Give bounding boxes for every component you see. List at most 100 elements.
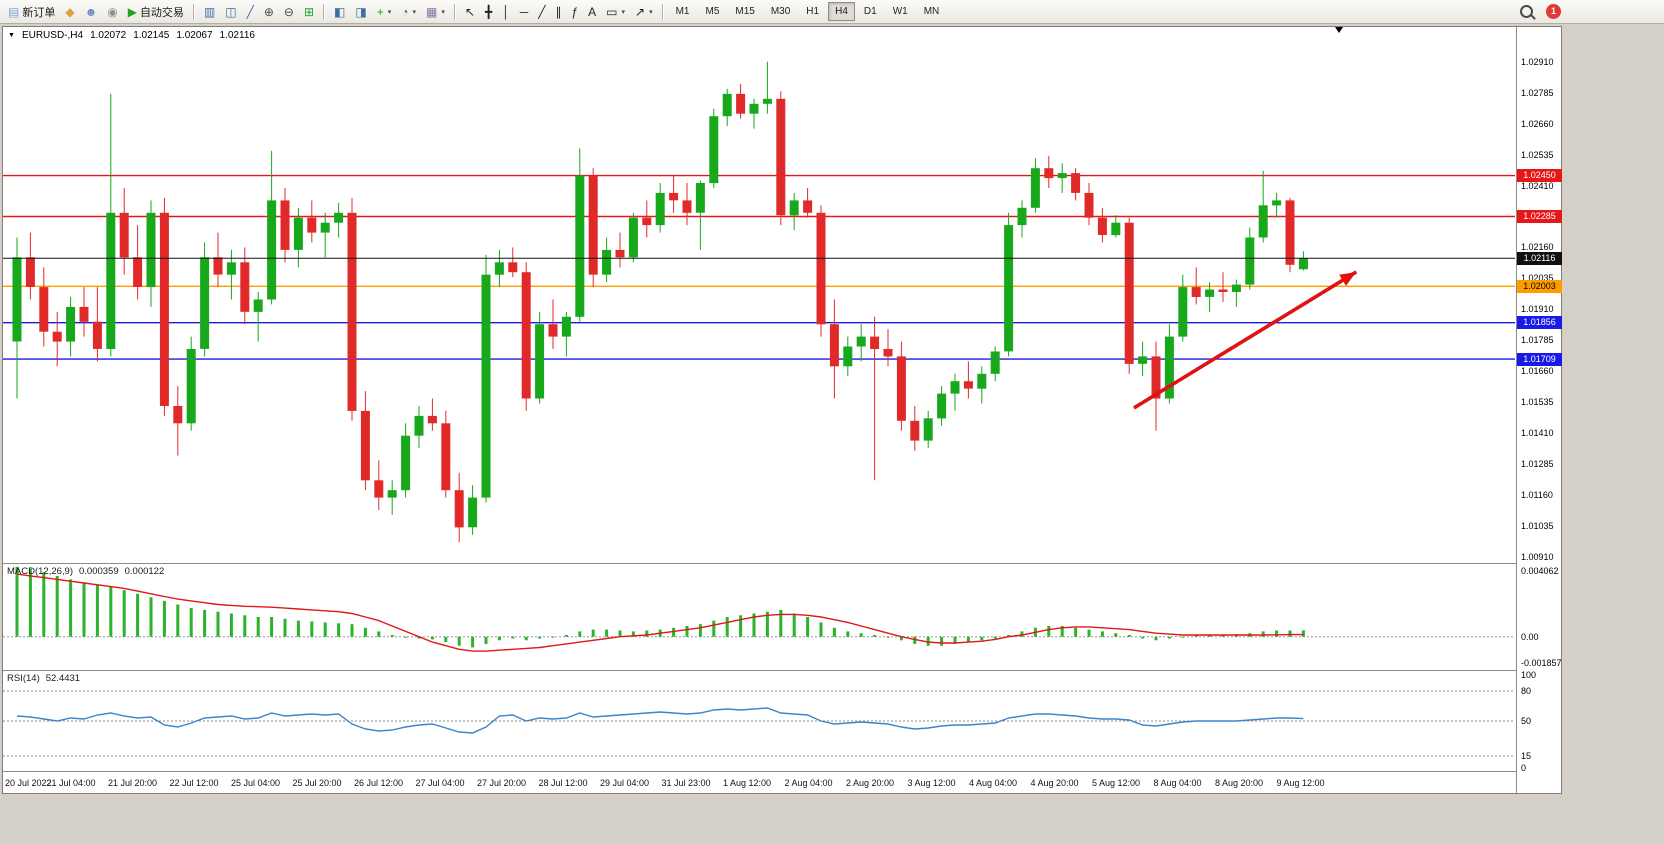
cursor-tool-button[interactable]: ↖ bbox=[460, 1, 480, 23]
trendline-tool-button[interactable]: ╱ bbox=[533, 1, 550, 23]
templates-button[interactable]: ▦ ▾ bbox=[421, 1, 450, 23]
rsi-name: RSI(14) bbox=[7, 673, 40, 684]
time-axis-label: 29 Jul 04:00 bbox=[600, 778, 650, 788]
timeframe-m15-button[interactable]: M15 bbox=[735, 6, 755, 17]
rsi-axis-label: 80 bbox=[1521, 686, 1532, 696]
price-tick-label: 1.02410 bbox=[1521, 180, 1554, 191]
rsi-panel[interactable]: RSI(14) 52.4431 bbox=[3, 671, 1515, 771]
autotrading-button[interactable]: ▶ 自动交易 bbox=[123, 1, 189, 23]
time-axis[interactable]: 20 Jul 2022 21 Jul 04:00 21 Jul 20:00 22 Ju… bbox=[3, 772, 1515, 793]
search-button[interactable] bbox=[1515, 1, 1538, 23]
macd-main-value: 0.000359 bbox=[79, 566, 119, 577]
horizontal-line-tool-button[interactable]: ─ bbox=[515, 1, 534, 23]
price-tick-label: 1.02785 bbox=[1521, 87, 1554, 98]
accounts-icon-button[interactable]: ☻ bbox=[80, 1, 103, 23]
price-tick-label: 1.02910 bbox=[1521, 56, 1554, 67]
price-level-label: 1.01709 bbox=[1517, 352, 1562, 366]
periods-button[interactable]: ◔ ▾ bbox=[396, 1, 421, 23]
indicators-window-button[interactable]: ◧ bbox=[329, 1, 350, 23]
fibonacci-tool-icon: ƒ bbox=[571, 4, 579, 19]
add-indicator-icon: + bbox=[376, 4, 384, 19]
new-order-icon: ▤ bbox=[8, 4, 20, 19]
equidistant-channel-tool-button[interactable]: ∥ bbox=[550, 1, 566, 23]
timeframe-d1-button[interactable]: D1 bbox=[863, 6, 877, 17]
macd-label: MACD(12,26,9) 0.000359 0.000122 bbox=[7, 566, 170, 577]
chart-menu-icon[interactable]: ▼ bbox=[8, 32, 15, 39]
candlestick-plot[interactable]: ▼ EURUSD-,H4 1.02072 1.02145 1.02067 1.0… bbox=[3, 27, 1515, 562]
price-level-label: 1.02450 bbox=[1517, 169, 1562, 183]
line-chart-icon: ╱ bbox=[246, 4, 254, 19]
new-order-button[interactable]: ▤ 新订单 bbox=[3, 1, 60, 23]
tile-windows-button[interactable]: ⊞ bbox=[299, 1, 319, 23]
candlestick-chart-button[interactable]: ◫ bbox=[220, 1, 241, 23]
chart-symbol: EURUSD-,H4 bbox=[21, 30, 84, 41]
price-tick-label: 1.01910 bbox=[1521, 304, 1554, 315]
toolbar: ▤ 新订单 ◆ ☻ ◉ ▶ 自动交易 ▥ ◫ ╱ ⊕ ⊖ ⊞ ◧ ◨ + ▾ ◔ ▾ ▦ ▾ ↖ ╋ │ ─ ╱ ∥ ƒ A ▭ ▾ ↗ ▾ M… bbox=[0, 0, 1664, 24]
dropdown-caret-icon: ▾ bbox=[441, 8, 445, 16]
candles bbox=[12, 61, 1308, 543]
price-tick-label: 1.00910 bbox=[1521, 552, 1554, 562]
toolbar-separator bbox=[323, 3, 326, 20]
fibonacci-tool-button[interactable]: ƒ bbox=[566, 1, 583, 23]
macd-axis-label: 0.00 bbox=[1521, 631, 1539, 642]
time-axis-label: 8 Aug 20:00 bbox=[1215, 778, 1264, 788]
community-icon-button[interactable]: ◉ bbox=[102, 1, 122, 23]
toolbar-buttons: ▤ 新订单 ◆ ☻ ◉ ▶ 自动交易 ▥ ◫ ╱ ⊕ ⊖ ⊞ ◧ ◨ + ▾ ◔ ▾ ▦ ▾ ↖ ╋ │ ─ ╱ ∥ ƒ A ▭ ▾ ↗ ▾ bbox=[3, 1, 668, 23]
price-level-label: 1.02116 bbox=[1517, 251, 1562, 265]
time-axis-label: 4 Aug 20:00 bbox=[1030, 778, 1079, 788]
macd-axis-label: 0.004062 bbox=[1521, 566, 1559, 576]
price-tick-label: 1.02035 bbox=[1521, 273, 1554, 284]
timeframe-w1-button[interactable]: W1 bbox=[892, 6, 908, 17]
chart-window-button[interactable]: ◨ bbox=[350, 1, 371, 23]
dropdown-caret-icon: ▾ bbox=[387, 8, 392, 16]
panel-separator[interactable] bbox=[3, 771, 1516, 772]
macd-axis-label: -0.001857 bbox=[1521, 658, 1562, 668]
zoom-in-button[interactable]: ⊕ bbox=[259, 1, 279, 23]
bar-chart-button[interactable]: ▥ bbox=[199, 1, 220, 23]
rsi-axis-label: 0 bbox=[1521, 763, 1527, 773]
crosshair-tool-button[interactable]: ╋ bbox=[480, 1, 497, 23]
trend-arrow[interactable] bbox=[1133, 270, 1358, 410]
time-axis-label: 9 Aug 12:00 bbox=[1276, 778, 1325, 788]
cursor-tool-icon: ↖ bbox=[464, 4, 475, 19]
timeframe-mn-button[interactable]: MN bbox=[923, 6, 940, 17]
candlestick-chart-icon: ◫ bbox=[225, 4, 237, 19]
right-shift-marker[interactable] bbox=[1335, 27, 1343, 33]
notification-badge[interactable]: 1 bbox=[1546, 4, 1561, 19]
trendline-tool-icon: ╱ bbox=[538, 4, 546, 19]
chart-open-value: 1.02072 bbox=[90, 30, 127, 41]
time-axis-label: 27 Jul 04:00 bbox=[415, 778, 465, 788]
indicators-window-icon: ◧ bbox=[334, 4, 346, 19]
shapes-tool-button[interactable]: ▭ ▾ bbox=[601, 1, 630, 23]
zoom-out-button[interactable]: ⊖ bbox=[279, 1, 299, 23]
price-tick-label: 1.01535 bbox=[1521, 397, 1554, 408]
zoom-in-icon: ⊕ bbox=[263, 4, 274, 19]
panel-separator[interactable] bbox=[3, 670, 1516, 671]
price-tick-label: 1.02160 bbox=[1521, 242, 1554, 253]
timeframe-h4-button[interactable]: H4 bbox=[828, 2, 855, 21]
accounts-icon-icon: ☻ bbox=[84, 4, 98, 19]
new-order-button-label: 新订单 bbox=[22, 6, 56, 19]
timeframe-m30-button[interactable]: M30 bbox=[770, 6, 791, 17]
timeframe-m1-button[interactable]: M1 bbox=[675, 6, 690, 17]
panel-separator[interactable] bbox=[3, 563, 1516, 564]
timeframe-m5-button[interactable]: M5 bbox=[705, 6, 720, 17]
charts-icon-button[interactable]: ◆ bbox=[60, 1, 79, 23]
macd-panel[interactable]: MACD(12,26,9) 0.000359 0.000122 bbox=[3, 564, 1515, 670]
timeframe-h1-button[interactable]: H1 bbox=[806, 6, 820, 17]
chart-title: ▼ EURUSD-,H4 1.02072 1.02145 1.02067 1.0… bbox=[8, 30, 255, 41]
toolbar-separator bbox=[661, 3, 664, 20]
templates-icon: ▦ bbox=[426, 4, 438, 19]
add-indicator-button[interactable]: + ▾ bbox=[372, 1, 397, 23]
time-axis-label: 5 Aug 12:00 bbox=[1092, 778, 1141, 788]
price-tick-label: 1.02535 bbox=[1521, 149, 1554, 160]
arrows-tool-button[interactable]: ↗ ▾ bbox=[630, 1, 658, 23]
price-axis[interactable]: 1.02910 1.02785 1.02660 1.02535 1.02410 1.022… bbox=[1516, 27, 1562, 793]
price-tick-label: 1.01160 bbox=[1521, 490, 1553, 501]
time-axis-label: 21 Jul 20:00 bbox=[108, 778, 158, 788]
text-tool-button[interactable]: A bbox=[583, 1, 601, 23]
time-axis-label: 31 Jul 23:00 bbox=[661, 778, 711, 788]
vertical-line-tool-button[interactable]: │ bbox=[497, 1, 515, 23]
line-chart-button[interactable]: ╱ bbox=[242, 1, 259, 23]
time-axis-label: 26 Jul 12:00 bbox=[354, 778, 404, 788]
